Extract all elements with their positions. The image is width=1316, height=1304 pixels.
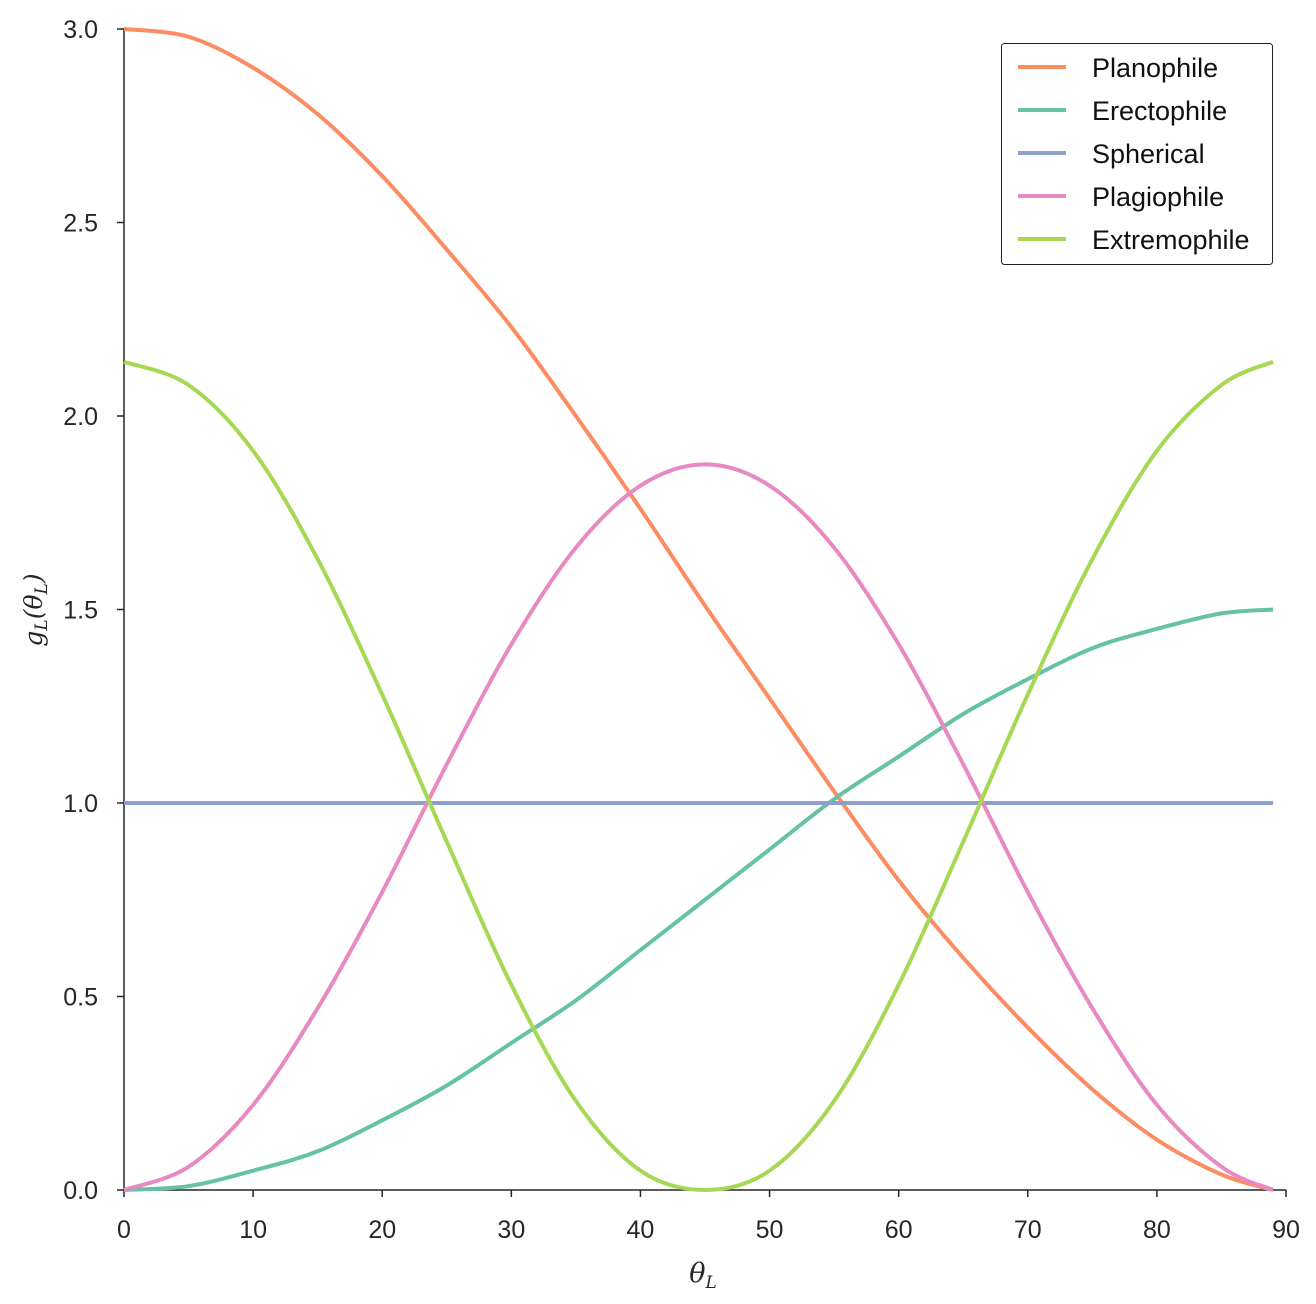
x-tick-label: 50 (756, 1216, 784, 1244)
y-tick-label: 0.0 (63, 1177, 98, 1205)
series-layer (123, 27, 1274, 1192)
legend-label: Erectophile (1092, 96, 1227, 126)
legend-label: Plagiophile (1092, 182, 1224, 212)
legend-label: Extremophile (1092, 225, 1250, 255)
x-tick-label: 0 (117, 1216, 131, 1244)
y-tick-label: 1.5 (63, 597, 98, 625)
legend-label: Spherical (1092, 139, 1205, 169)
x-axis-label: θL (689, 1258, 717, 1293)
x-tick-label: 80 (1143, 1216, 1171, 1244)
series-line-planophile (123, 27, 1274, 1192)
y-tick-label: 2.5 (63, 210, 98, 238)
x-tick-label: 30 (497, 1216, 525, 1244)
x-tick-label: 60 (885, 1216, 913, 1244)
x-tick-label: 70 (1014, 1216, 1042, 1244)
x-tick-label: 20 (368, 1216, 396, 1244)
y-tick-label: 2.0 (63, 403, 98, 431)
legend: Planophile Erectophile Spherical Plagiophil… (1001, 43, 1273, 265)
axes: 0.0 0.5 1.0 1.5 2.0 2.5 3.0 0 10 20 30 40 50 60 70 80 90 (63, 16, 1300, 1244)
x-tick-label: 10 (239, 1216, 267, 1244)
x-tick-label: 40 (627, 1216, 655, 1244)
legend-label: Planophile (1092, 53, 1218, 83)
y-tick-label: 0.5 (63, 984, 98, 1012)
series-line-extremophile (123, 359, 1274, 1192)
y-axis-label: gL(θL) (19, 573, 52, 646)
legend-box (1001, 43, 1273, 265)
series-line-erectophile (123, 607, 1274, 1192)
x-tick-label: 90 (1272, 1216, 1300, 1244)
y-tick-label: 3.0 (63, 16, 98, 44)
series-line-plagiophile (123, 462, 1274, 1192)
y-tick-label: 1.0 (63, 790, 98, 818)
